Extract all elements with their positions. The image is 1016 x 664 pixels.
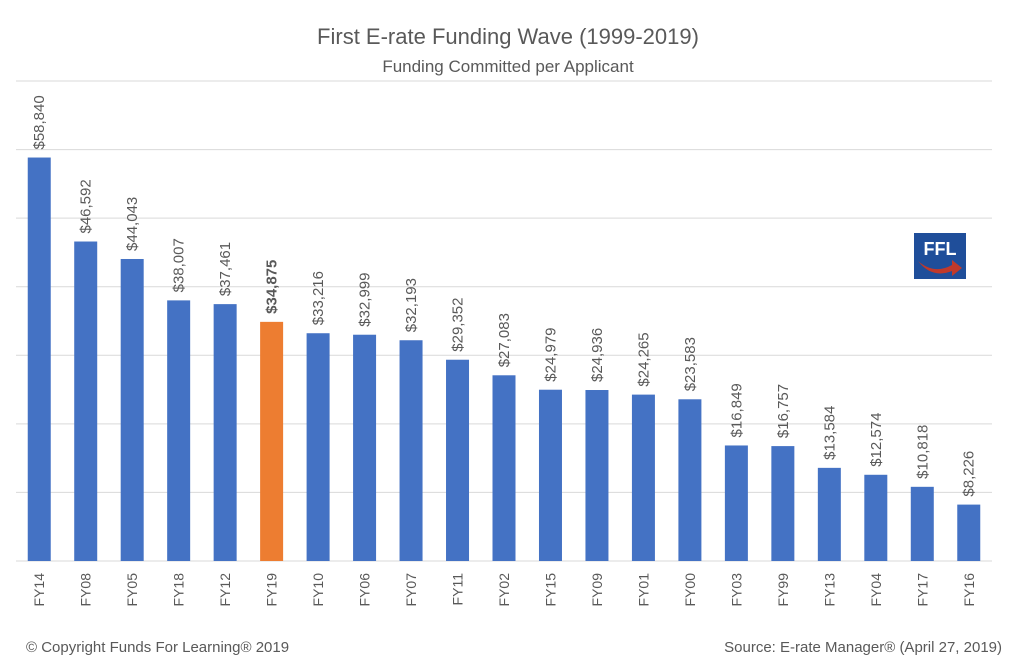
copyright-text: © Copyright Funds For Learning® 2019 — [26, 639, 290, 656]
bar-fy05 — [120, 258, 144, 561]
x-tick-fy07: FY07 — [403, 573, 419, 607]
ffl-logo-icon: FFL — [914, 233, 966, 279]
data-label-fy14: $58,840 — [31, 95, 48, 149]
x-tick-fy19: FY19 — [264, 573, 280, 607]
bar-fy04 — [864, 474, 888, 561]
data-label-fy05: $44,043 — [124, 197, 141, 251]
data-label-fy09: $24,936 — [589, 328, 606, 382]
chart-subtitle: Funding Committed per Applicant — [382, 57, 634, 76]
x-tick-fy16: FY16 — [961, 573, 977, 607]
x-tick-fy03: FY03 — [728, 573, 744, 607]
data-label-fy16: $8,226 — [961, 451, 978, 497]
data-label-fy15: $24,979 — [542, 327, 559, 381]
logo-text: FFL — [924, 239, 957, 259]
data-labels: $58,840 $46,592 $44,043 $38,007 $37,461 $34,8… — [31, 95, 978, 496]
data-label-fy12: $37,461 — [217, 242, 234, 296]
data-label-fy07: $32,193 — [403, 278, 420, 332]
bar-fy99 — [771, 446, 795, 561]
x-tick-labels: FY14 FY08 FY05 FY18 FY12 FY19 FY10 FY06 FY07 FY11… — [31, 573, 977, 607]
x-tick-fy06: FY06 — [357, 573, 373, 607]
bar-fy11 — [446, 359, 470, 561]
x-tick-fy14: FY14 — [31, 573, 47, 607]
bar-fy17 — [910, 486, 934, 561]
x-tick-fy09: FY09 — [589, 573, 605, 607]
data-label-fy00: $23,583 — [682, 337, 699, 391]
x-tick-fy12: FY12 — [217, 573, 233, 607]
x-tick-fy11: FY11 — [450, 573, 466, 606]
bar-fy12 — [213, 304, 237, 561]
x-tick-fy15: FY15 — [542, 573, 558, 607]
data-label-fy11: $29,352 — [450, 297, 467, 351]
data-label-fy08: $46,592 — [78, 179, 95, 233]
x-tick-fy13: FY13 — [821, 573, 837, 607]
bar-fy03 — [724, 445, 748, 561]
x-tick-fy05: FY05 — [124, 573, 140, 607]
bar-fy02 — [492, 375, 516, 561]
bars — [27, 157, 981, 562]
bar-fy16 — [957, 504, 981, 561]
bar-fy14 — [27, 157, 51, 562]
bar-fy10 — [306, 333, 330, 561]
x-tick-fy18: FY18 — [171, 573, 187, 607]
source-text: Source: E-rate Manager® (April 27, 2019) — [724, 639, 1002, 656]
data-label-fy18: $38,007 — [171, 238, 188, 292]
bar-fy13 — [817, 467, 841, 561]
x-tick-fy00: FY00 — [682, 573, 698, 607]
data-label-fy99: $16,757 — [775, 384, 792, 438]
x-tick-fy10: FY10 — [310, 573, 326, 607]
x-tick-fy17: FY17 — [914, 573, 930, 607]
data-label-fy13: $13,584 — [821, 406, 838, 460]
x-tick-fy08: FY08 — [78, 573, 94, 607]
data-label-fy01: $24,265 — [635, 332, 652, 386]
data-label-fy19: $34,875 — [264, 260, 281, 314]
bar-fy19 — [260, 321, 284, 561]
data-label-fy06: $32,999 — [357, 272, 374, 326]
bar-fy00 — [678, 399, 702, 561]
data-label-fy17: $10,818 — [914, 425, 931, 479]
data-label-fy03: $16,849 — [728, 383, 745, 437]
x-tick-fy02: FY02 — [496, 573, 512, 607]
x-tick-fy99: FY99 — [775, 573, 791, 607]
data-label-fy04: $12,574 — [868, 413, 885, 467]
chart-title: First E-rate Funding Wave (1999-2019) — [317, 24, 699, 49]
data-label-fy02: $27,083 — [496, 313, 513, 367]
bar-fy09 — [585, 390, 609, 561]
x-tick-fy04: FY04 — [868, 573, 884, 607]
data-label-fy10: $33,216 — [310, 271, 327, 325]
bar-fy07 — [399, 340, 423, 561]
bar-fy01 — [631, 394, 655, 561]
bar-fy15 — [538, 389, 562, 561]
x-tick-fy01: FY01 — [635, 573, 651, 607]
bar-fy08 — [74, 241, 98, 561]
bar-fy18 — [167, 300, 191, 561]
bar-fy06 — [353, 334, 377, 561]
